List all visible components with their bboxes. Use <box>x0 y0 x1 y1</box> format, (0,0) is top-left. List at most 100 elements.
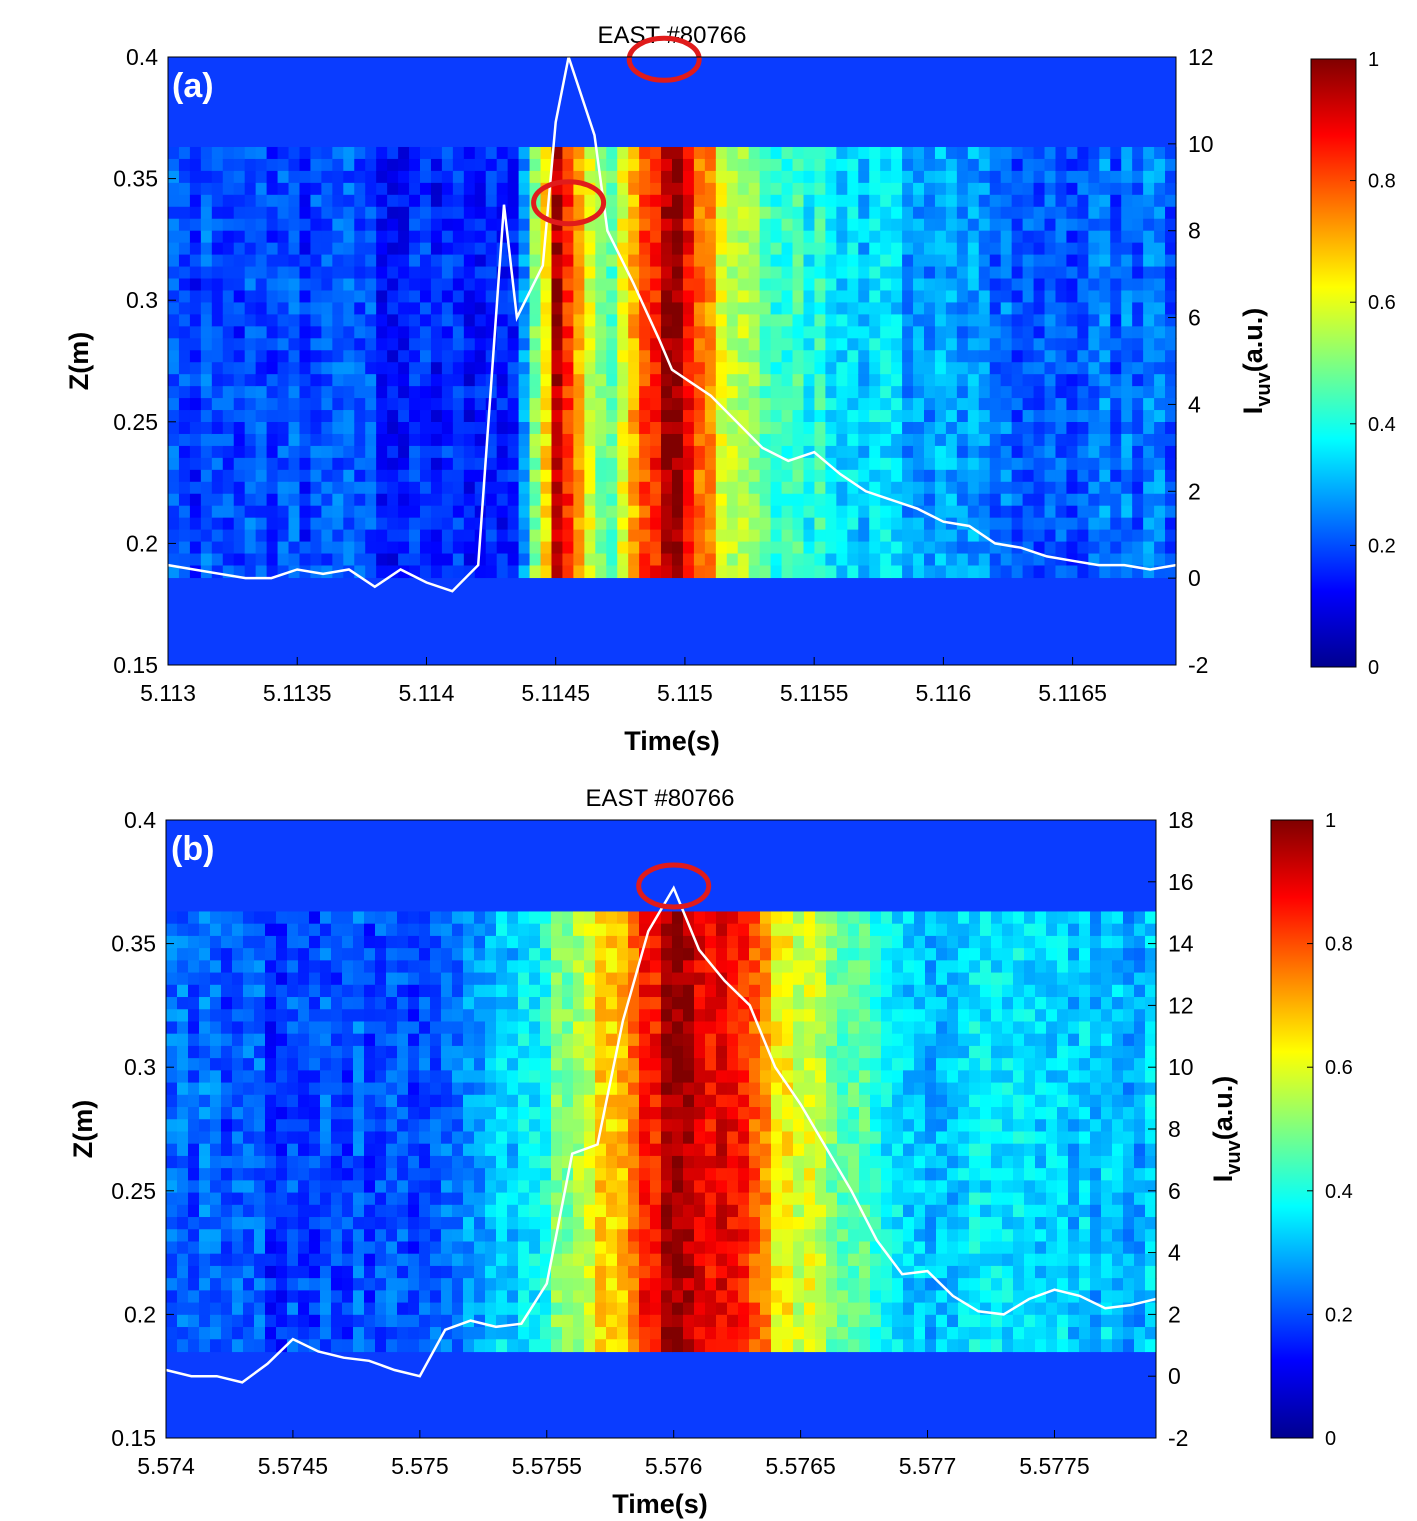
heatmap-cell <box>1044 517 1057 531</box>
heatmap-cell <box>507 410 520 423</box>
heatmap-cell <box>452 326 465 339</box>
heatmap-cell <box>989 541 1002 555</box>
heatmap-cell <box>398 314 410 327</box>
heatmap-cell <box>419 1217 431 1230</box>
heatmap-cell <box>496 422 509 435</box>
heatmap-cell <box>924 338 936 351</box>
heatmap-cell <box>365 541 377 555</box>
heatmap-cell <box>1055 517 1068 531</box>
heatmap-cell <box>343 302 355 315</box>
heatmap-cell <box>276 1302 288 1316</box>
heatmap-cell <box>232 1278 244 1291</box>
heatmap-cell <box>409 290 421 304</box>
heatmap-cell <box>420 493 432 507</box>
heatmap-cell <box>387 194 399 208</box>
heatmap-cell <box>1011 493 1024 507</box>
heatmap-cell <box>211 314 224 327</box>
heatmap-cell <box>967 445 980 459</box>
heatmap-cell <box>639 182 651 196</box>
heatmap-cell <box>463 254 476 268</box>
heatmap-cell <box>166 911 178 925</box>
heatmap-cell <box>266 410 279 423</box>
heatmap-cell <box>178 517 191 531</box>
heatmap-cell <box>474 350 487 363</box>
heatmap-cell <box>606 1290 618 1304</box>
heatmap-cell <box>1132 410 1144 423</box>
heatmap-cell <box>748 410 761 423</box>
heatmap-cell <box>858 182 870 196</box>
heatmap-cell <box>332 350 344 363</box>
heatmap-cell <box>376 230 388 244</box>
heatmap-cell <box>463 218 476 232</box>
heatmap-cell <box>177 1327 189 1340</box>
heatmap-cell <box>409 206 421 220</box>
heatmap-cell <box>1077 457 1089 471</box>
heatmap-cell <box>891 553 903 567</box>
heatmap-cell <box>365 326 377 339</box>
heatmap-cell <box>639 1082 651 1096</box>
heatmap-cell <box>595 935 607 949</box>
heatmap-cell <box>265 1229 277 1243</box>
heatmap-cell <box>343 398 355 411</box>
heatmap-cell <box>321 326 333 339</box>
heatmap-cell <box>956 445 969 459</box>
heatmap-cell <box>573 505 585 519</box>
heatmap-cell <box>1088 553 1100 567</box>
heatmap-cell <box>584 505 596 519</box>
heatmap-cell <box>1044 230 1057 244</box>
heatmap-cell <box>430 445 443 459</box>
heatmap-cell <box>551 1155 563 1169</box>
heatmap-cell <box>441 290 454 304</box>
heatmap-cell <box>210 1265 222 1279</box>
heatmap-cell <box>737 505 750 519</box>
heatmap-cell <box>781 218 794 232</box>
heatmap-cell <box>913 374 925 387</box>
heatmap-cell <box>474 1290 486 1304</box>
heatmap-cell <box>1066 362 1078 375</box>
heatmap-cell <box>573 1204 585 1218</box>
heatmap-cell <box>166 1217 178 1230</box>
heatmap-cell <box>276 972 288 986</box>
heatmap-cell <box>166 1155 178 1169</box>
heatmap-cell <box>1121 206 1133 220</box>
heatmap-cell <box>825 290 837 304</box>
heatmap-cell <box>354 362 366 375</box>
heatmap-cell <box>409 266 421 280</box>
heatmap-cell <box>419 1070 431 1084</box>
heatmap-cell <box>639 386 651 399</box>
heatmap-cell <box>288 338 301 351</box>
heatmap-cell <box>518 445 531 459</box>
colorbar-tick-label: 0 <box>1368 657 1379 679</box>
heatmap-cell <box>474 1155 486 1169</box>
heatmap-cell <box>221 935 233 949</box>
heatmap-cell <box>891 194 903 208</box>
heatmap-cell <box>639 505 651 519</box>
heatmap-cell <box>463 242 476 256</box>
heatmap-cell <box>1099 170 1111 184</box>
heatmap-cell <box>485 565 498 579</box>
heatmap-cell <box>639 278 651 292</box>
heatmap-cell <box>409 158 421 172</box>
heatmap-cell <box>166 1290 178 1304</box>
heatmap-cell <box>276 1082 288 1096</box>
heatmap-cell <box>836 230 848 244</box>
heatmap-cell <box>168 433 180 447</box>
heatmap-cell <box>320 1314 332 1328</box>
heatmap-cell <box>266 218 279 232</box>
heatmap-cell <box>737 206 750 220</box>
heatmap-cell <box>781 398 794 411</box>
heatmap-cell <box>474 445 487 459</box>
heatmap-cell <box>924 445 936 459</box>
heatmap-cell <box>781 194 794 208</box>
heatmap-cell <box>836 541 848 555</box>
heatmap-cell <box>529 481 542 495</box>
heatmap-cell <box>409 410 421 423</box>
heatmap-cell <box>288 254 301 268</box>
heatmap-cell <box>1165 553 1177 567</box>
heatmap-cell <box>989 374 1002 387</box>
heatmap-cell <box>188 1009 200 1023</box>
heatmap-cell <box>507 1290 519 1304</box>
heatmap-cell <box>298 935 310 949</box>
heatmap-cell <box>1055 194 1068 208</box>
heatmap-cell <box>441 481 454 495</box>
